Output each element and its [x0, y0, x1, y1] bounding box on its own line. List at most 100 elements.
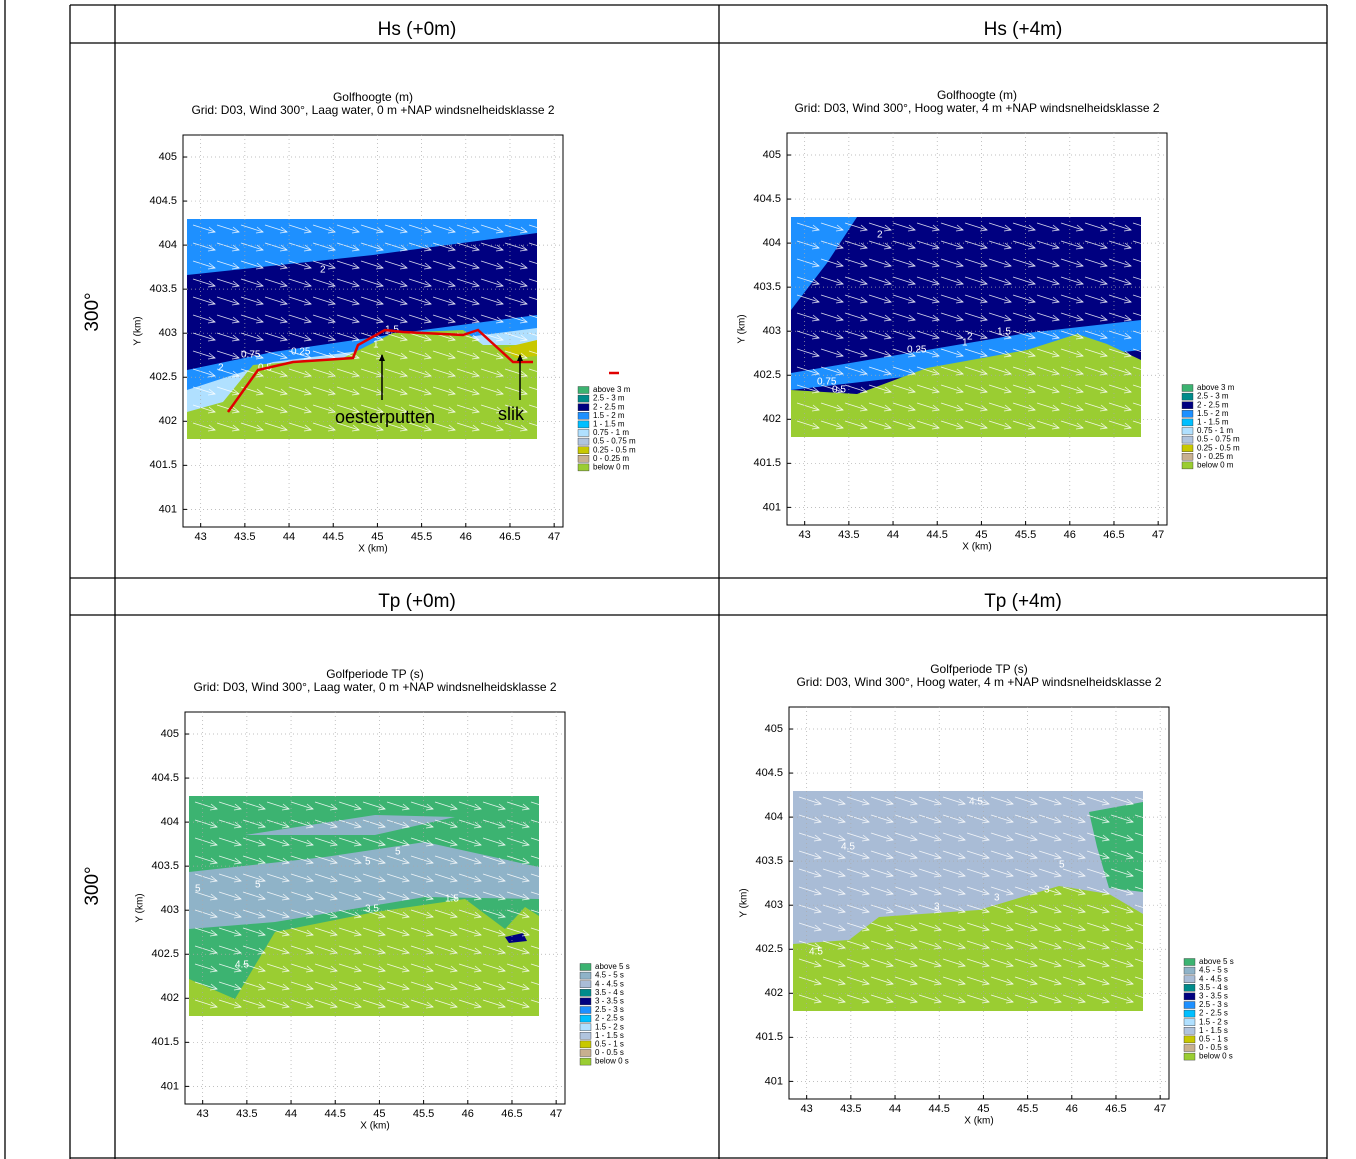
legend-label: below 0 m	[1197, 461, 1234, 470]
x-tick-label: 45	[373, 1108, 385, 1120]
legend-swatch	[578, 404, 589, 411]
y-tick-label: 402.5	[753, 369, 781, 381]
y-tick-label: 401.5	[151, 1036, 179, 1048]
plot-title: Golfperiode TP (s)	[326, 667, 424, 681]
legend-label: below 0 s	[1199, 1052, 1233, 1061]
x-tick-label: 46.5	[499, 531, 520, 543]
x-tick-label: 43.5	[234, 531, 255, 543]
x-tick-label: 45.5	[411, 531, 432, 543]
legend-swatch	[580, 1015, 591, 1022]
contour-label: 4.5	[969, 797, 983, 808]
legend-swatch	[1182, 445, 1193, 452]
x-tick-label: 46.5	[1105, 1103, 1126, 1115]
x-tick-label: 46.5	[501, 1108, 522, 1120]
y-tick-label: 405	[161, 728, 179, 740]
x-tick-label: 44	[283, 531, 295, 543]
legend-swatch	[1182, 436, 1193, 443]
legend-swatch	[1182, 410, 1193, 417]
plot-subtitle: Grid: D03, Wind 300°, Laag water, 0 m +N…	[191, 103, 554, 117]
annotation: oesterputten	[335, 407, 435, 427]
contour-label: 2	[877, 230, 883, 241]
plot-subtitle: Grid: D03, Wind 300°, Laag water, 0 m +N…	[193, 680, 556, 694]
legend-swatch	[580, 972, 591, 979]
legend-swatch	[578, 464, 589, 471]
y-tick-label: 401	[765, 1075, 783, 1087]
contour-label: 5	[195, 884, 201, 895]
x-tick-label: 45.5	[1015, 529, 1036, 541]
legend-swatch	[578, 412, 589, 419]
legend-swatch	[580, 964, 591, 971]
y-tick-label: 404	[765, 811, 783, 823]
y-tick-label: 403	[765, 899, 783, 911]
y-tick-label: 402.5	[149, 371, 177, 383]
legend-swatch	[1182, 402, 1193, 409]
legend-swatch	[1184, 993, 1195, 1000]
x-tick-label: 46	[1064, 529, 1076, 541]
x-tick-label: 44.5	[325, 1108, 346, 1120]
contour-label: 5	[365, 857, 371, 868]
legend-swatch	[1184, 1036, 1195, 1043]
legend-swatch	[1182, 428, 1193, 435]
legend-swatch	[1184, 976, 1195, 983]
plot-subtitle: Grid: D03, Wind 300°, Hoog water, 4 m +N…	[796, 675, 1161, 689]
x-tick-label: 44.5	[929, 1103, 950, 1115]
contour-label: 5	[395, 847, 401, 858]
x-tick-label: 45	[371, 531, 383, 543]
y-tick-label: 401.5	[755, 1031, 783, 1043]
y-tick-label: 401	[159, 503, 177, 515]
contour-label: 1	[962, 338, 968, 349]
legend-label: below 0 m	[593, 463, 630, 472]
legend-swatch	[578, 447, 589, 454]
y-tick-label: 404.5	[149, 195, 177, 207]
y-axis-label: Y (km)	[133, 316, 144, 345]
x-tick-label: 47	[548, 531, 560, 543]
legend-swatch	[580, 998, 591, 1005]
legend-swatch	[578, 438, 589, 445]
legend-swatch	[578, 395, 589, 402]
y-axis-label: Y (km)	[135, 893, 146, 922]
x-tick-label: 45	[977, 1103, 989, 1115]
contour-label: 3	[994, 893, 1000, 904]
plot-title: Golfhoogte (m)	[937, 88, 1017, 102]
contour-label: 4.5	[235, 960, 249, 971]
y-tick-label: 402	[159, 415, 177, 427]
legend-swatch	[1184, 1045, 1195, 1052]
x-tick-label: 45	[975, 529, 987, 541]
legend-swatch	[1184, 959, 1195, 966]
page: Hs (+0m) Hs (+4m) Tp (+0m) Tp (+4m) 300°…	[0, 0, 1356, 1159]
legend-swatch	[580, 1041, 591, 1048]
legend-swatch	[1182, 419, 1193, 426]
legend-swatch	[1184, 967, 1195, 974]
plot: Golfperiode TP (s)Grid: D03, Wind 300°, …	[135, 667, 630, 1131]
annotation: slik	[498, 404, 525, 424]
x-tick-label: 47	[1154, 1103, 1166, 1115]
legend-swatch	[578, 455, 589, 462]
legend-swatch	[580, 989, 591, 996]
y-tick-label: 404.5	[755, 767, 783, 779]
legend-swatch	[1184, 1019, 1195, 1026]
contour-label: 2	[320, 265, 326, 276]
x-tick-label: 45.5	[1017, 1103, 1038, 1115]
legend-swatch	[1184, 1053, 1195, 1060]
plot: Golfhoogte (m)Grid: D03, Wind 300°, Hoog…	[737, 88, 1240, 552]
x-tick-label: 47	[550, 1108, 562, 1120]
y-tick-label: 402	[765, 987, 783, 999]
y-tick-label: 404.5	[151, 772, 179, 784]
legend-swatch	[1182, 453, 1193, 460]
x-tick-label: 44	[887, 529, 899, 541]
x-tick-label: 46	[462, 1108, 474, 1120]
legend-swatch	[580, 1058, 591, 1065]
column-header: Hs (+4m)	[984, 19, 1063, 40]
contour-label: 1.5	[445, 894, 459, 905]
legend-swatch	[1184, 984, 1195, 991]
legend-swatch	[1184, 1010, 1195, 1017]
x-tick-label: 43	[197, 1108, 209, 1120]
contour-label: 0.75	[241, 350, 261, 361]
contour-label: 4.5	[841, 842, 855, 853]
y-tick-label: 402.5	[151, 948, 179, 960]
legend-swatch	[1182, 393, 1193, 400]
y-tick-label: 403.5	[149, 283, 177, 295]
contour-label: 3	[1044, 885, 1050, 896]
y-tick-label: 404	[161, 816, 179, 828]
x-tick-label: 44	[889, 1103, 901, 1115]
